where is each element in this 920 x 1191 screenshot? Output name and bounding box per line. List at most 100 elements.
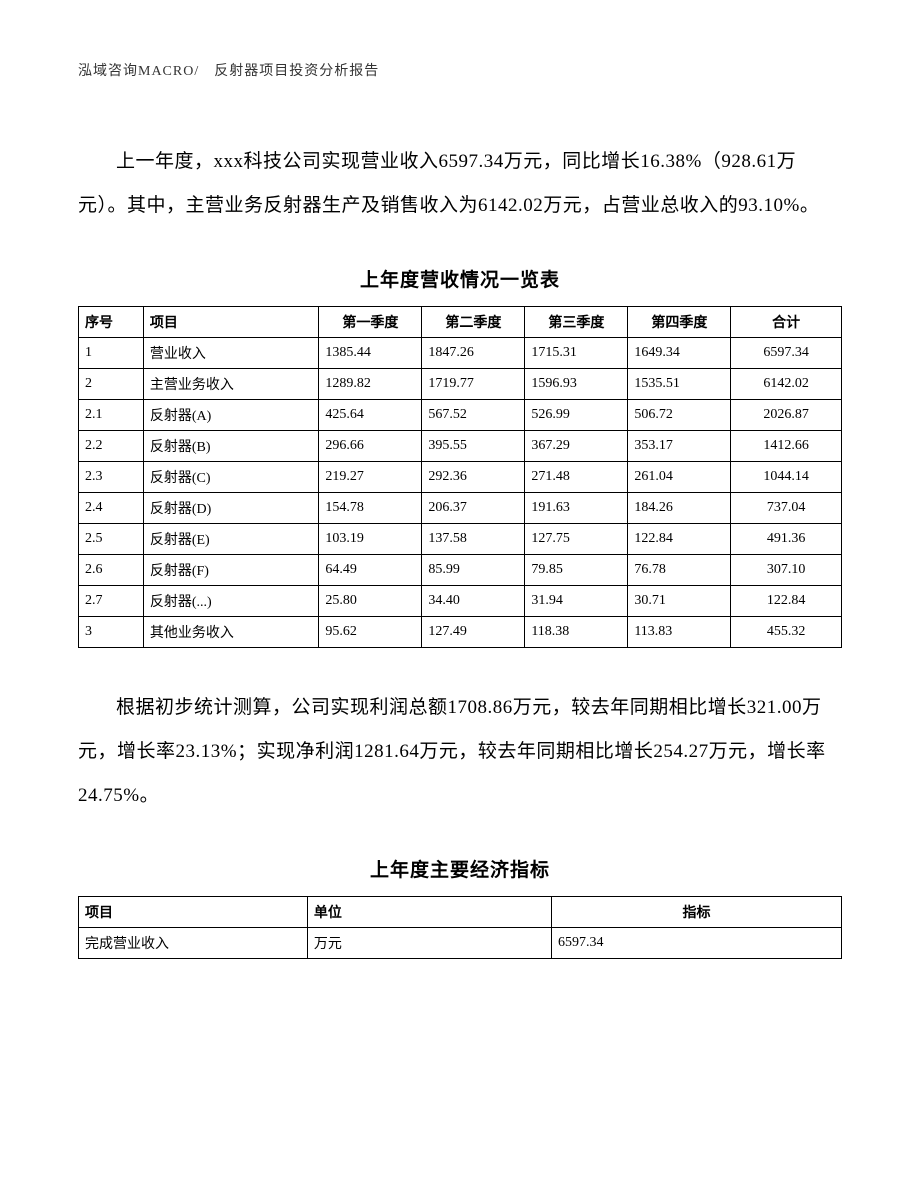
table-cell: 1044.14 bbox=[731, 462, 842, 493]
table-cell: 1412.66 bbox=[731, 431, 842, 462]
table-cell: 反射器(C) bbox=[143, 462, 318, 493]
table-cell: 296.66 bbox=[319, 431, 422, 462]
col-q1: 第一季度 bbox=[319, 307, 422, 338]
table-cell: 完成营业收入 bbox=[79, 928, 308, 959]
table-cell: 1385.44 bbox=[319, 338, 422, 369]
table-cell: 2.3 bbox=[79, 462, 144, 493]
table-cell: 506.72 bbox=[628, 400, 731, 431]
table-cell: 127.49 bbox=[422, 617, 525, 648]
table-cell: 425.64 bbox=[319, 400, 422, 431]
table-cell: 1649.34 bbox=[628, 338, 731, 369]
table-cell: 154.78 bbox=[319, 493, 422, 524]
table-cell: 1719.77 bbox=[422, 369, 525, 400]
table-cell: 万元 bbox=[307, 928, 551, 959]
table-cell: 64.49 bbox=[319, 555, 422, 586]
table-cell: 307.10 bbox=[731, 555, 842, 586]
table-row: 2主营业务收入1289.821719.771596.931535.516142.… bbox=[79, 369, 842, 400]
table-cell: 122.84 bbox=[731, 586, 842, 617]
table-row: 3其他业务收入95.62127.49118.38113.83455.32 bbox=[79, 617, 842, 648]
table-row: 完成营业收入万元6597.34 bbox=[79, 928, 842, 959]
table-cell: 79.85 bbox=[525, 555, 628, 586]
paragraph-1: 上一年度，xxx科技公司实现营业收入6597.34万元，同比增长16.38%（9… bbox=[78, 140, 842, 227]
table-cell: 395.55 bbox=[422, 431, 525, 462]
table-cell: 2.1 bbox=[79, 400, 144, 431]
table-cell: 292.36 bbox=[422, 462, 525, 493]
table-cell: 30.71 bbox=[628, 586, 731, 617]
table-cell: 191.63 bbox=[525, 493, 628, 524]
table-row: 2.6反射器(F)64.4985.9979.8576.78307.10 bbox=[79, 555, 842, 586]
table-cell: 31.94 bbox=[525, 586, 628, 617]
table-cell: 25.80 bbox=[319, 586, 422, 617]
table1-title: 上年度营收情况一览表 bbox=[78, 265, 842, 292]
table-cell: 2.6 bbox=[79, 555, 144, 586]
table-row: 2.4反射器(D)154.78206.37191.63184.26737.04 bbox=[79, 493, 842, 524]
table-cell: 反射器(...) bbox=[143, 586, 318, 617]
table-cell: 34.40 bbox=[422, 586, 525, 617]
table-cell: 1847.26 bbox=[422, 338, 525, 369]
table-cell: 2.4 bbox=[79, 493, 144, 524]
table-cell: 1596.93 bbox=[525, 369, 628, 400]
table-cell: 1535.51 bbox=[628, 369, 731, 400]
table-cell: 455.32 bbox=[731, 617, 842, 648]
table-cell: 737.04 bbox=[731, 493, 842, 524]
col-unit: 单位 bbox=[307, 897, 551, 928]
page-header: 泓域咨询MACRO/ 反射器项目投资分析报告 bbox=[78, 60, 842, 80]
table-cell: 1715.31 bbox=[525, 338, 628, 369]
table-cell: 反射器(B) bbox=[143, 431, 318, 462]
table-cell: 526.99 bbox=[525, 400, 628, 431]
table-row: 2.3反射器(C)219.27292.36271.48261.041044.14 bbox=[79, 462, 842, 493]
table-cell: 其他业务收入 bbox=[143, 617, 318, 648]
table-header-row: 序号 项目 第一季度 第二季度 第三季度 第四季度 合计 bbox=[79, 307, 842, 338]
col-project: 项目 bbox=[79, 897, 308, 928]
table2-title: 上年度主要经济指标 bbox=[78, 855, 842, 882]
table1-body: 1营业收入1385.441847.261715.311649.346597.34… bbox=[79, 338, 842, 648]
table-cell: 206.37 bbox=[422, 493, 525, 524]
table-cell: 137.58 bbox=[422, 524, 525, 555]
table-cell: 261.04 bbox=[628, 462, 731, 493]
table-cell: 6597.34 bbox=[731, 338, 842, 369]
table-cell: 2.5 bbox=[79, 524, 144, 555]
revenue-table: 序号 项目 第一季度 第二季度 第三季度 第四季度 合计 1营业收入1385.4… bbox=[78, 306, 842, 648]
table-cell: 219.27 bbox=[319, 462, 422, 493]
col-item: 项目 bbox=[143, 307, 318, 338]
col-q2: 第二季度 bbox=[422, 307, 525, 338]
table-cell: 1 bbox=[79, 338, 144, 369]
table-cell: 271.48 bbox=[525, 462, 628, 493]
table-cell: 2.7 bbox=[79, 586, 144, 617]
table-cell: 367.29 bbox=[525, 431, 628, 462]
table-cell: 反射器(E) bbox=[143, 524, 318, 555]
table-cell: 6142.02 bbox=[731, 369, 842, 400]
table-row: 2.7反射器(...)25.8034.4031.9430.71122.84 bbox=[79, 586, 842, 617]
col-indicator: 指标 bbox=[552, 897, 842, 928]
table-cell: 76.78 bbox=[628, 555, 731, 586]
table-row: 1营业收入1385.441847.261715.311649.346597.34 bbox=[79, 338, 842, 369]
table-cell: 营业收入 bbox=[143, 338, 318, 369]
table-cell: 反射器(A) bbox=[143, 400, 318, 431]
table-cell: 122.84 bbox=[628, 524, 731, 555]
table-cell: 1289.82 bbox=[319, 369, 422, 400]
table-cell: 95.62 bbox=[319, 617, 422, 648]
table-cell: 3 bbox=[79, 617, 144, 648]
table-cell: 184.26 bbox=[628, 493, 731, 524]
table-cell: 118.38 bbox=[525, 617, 628, 648]
table-cell: 491.36 bbox=[731, 524, 842, 555]
table-cell: 127.75 bbox=[525, 524, 628, 555]
table-row: 2.1反射器(A)425.64567.52526.99506.722026.87 bbox=[79, 400, 842, 431]
table-cell: 2026.87 bbox=[731, 400, 842, 431]
table-cell: 103.19 bbox=[319, 524, 422, 555]
paragraph-2: 根据初步统计测算，公司实现利润总额1708.86万元，较去年同期相比增长321.… bbox=[78, 686, 842, 817]
table-row: 2.2反射器(B)296.66395.55367.29353.171412.66 bbox=[79, 431, 842, 462]
table-cell: 113.83 bbox=[628, 617, 731, 648]
col-q4: 第四季度 bbox=[628, 307, 731, 338]
table-cell: 反射器(D) bbox=[143, 493, 318, 524]
table-cell: 85.99 bbox=[422, 555, 525, 586]
table-cell: 2.2 bbox=[79, 431, 144, 462]
col-total: 合计 bbox=[731, 307, 842, 338]
table-cell: 2 bbox=[79, 369, 144, 400]
table-cell: 6597.34 bbox=[552, 928, 842, 959]
table-header-row: 项目 单位 指标 bbox=[79, 897, 842, 928]
col-serial: 序号 bbox=[79, 307, 144, 338]
indicator-table: 项目 单位 指标 完成营业收入万元6597.34 bbox=[78, 896, 842, 959]
col-q3: 第三季度 bbox=[525, 307, 628, 338]
table-row: 2.5反射器(E)103.19137.58127.75122.84491.36 bbox=[79, 524, 842, 555]
